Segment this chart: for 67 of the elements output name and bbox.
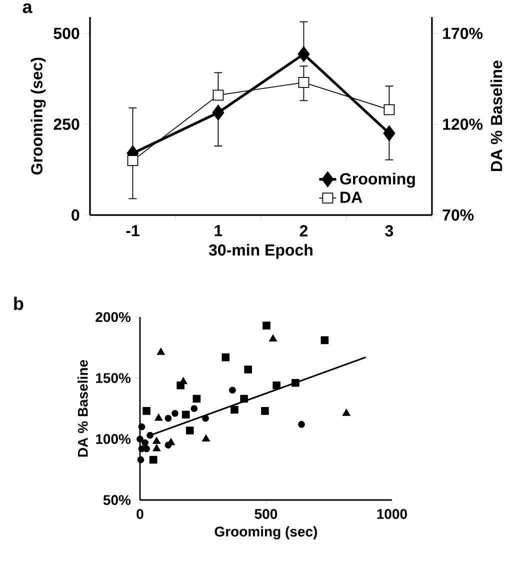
point — [138, 423, 146, 430]
x-tick-label: 1 — [214, 225, 222, 236]
point — [157, 348, 165, 355]
x-axis-title: Grooming (sec) — [214, 526, 318, 540]
point — [222, 353, 230, 362]
point — [190, 405, 198, 412]
point — [143, 445, 150, 452]
point — [142, 439, 149, 446]
point — [272, 381, 280, 390]
y-axis-title: DA % Baseline — [78, 360, 88, 457]
point — [142, 407, 150, 415]
legend-label: DA — [340, 192, 362, 203]
point — [127, 155, 138, 166]
point — [152, 437, 161, 444]
point — [192, 394, 201, 403]
point — [244, 366, 252, 374]
chart-title: b — [14, 296, 24, 310]
point — [342, 408, 350, 416]
chart-title: a — [22, 3, 32, 14]
point — [383, 126, 396, 141]
x-tick-label: 1000 — [377, 509, 407, 519]
point — [186, 426, 194, 434]
point — [384, 104, 395, 116]
point — [152, 444, 161, 452]
y-tick-label: 250 — [54, 118, 80, 130]
point — [320, 336, 329, 344]
y-axis-title: Grooming (sec) — [30, 58, 46, 175]
y2-tick-label: 170% — [443, 28, 483, 40]
point — [202, 434, 210, 442]
point — [149, 456, 158, 464]
y2-tick-label: 120% — [443, 118, 483, 130]
x-tick-label: 2 — [300, 225, 308, 236]
point — [146, 432, 154, 439]
point — [154, 414, 163, 421]
y2-tick-label: 70% — [442, 209, 474, 221]
point — [172, 410, 178, 417]
point — [137, 456, 144, 464]
point — [262, 322, 270, 330]
y-tick-label: 100% — [96, 434, 131, 444]
point — [202, 414, 209, 422]
point — [182, 410, 190, 419]
point — [298, 46, 310, 62]
point — [164, 414, 172, 422]
legend-label: Grooming — [340, 172, 415, 188]
point — [212, 90, 224, 101]
point — [261, 407, 269, 415]
point — [298, 77, 310, 88]
x-tick-label: 0 — [136, 509, 144, 519]
y-tick-label: 500 — [54, 28, 80, 40]
x-tick-label: 500 — [254, 509, 278, 519]
point — [136, 436, 144, 442]
y-tick-label: 50% — [103, 495, 131, 505]
point — [229, 386, 236, 394]
point — [240, 394, 248, 403]
point — [269, 334, 277, 342]
y-tick-label: 0 — [72, 209, 80, 221]
x-tick-label: -1 — [126, 225, 140, 236]
y-tick-label: 200% — [96, 312, 131, 322]
point — [298, 420, 305, 428]
y-tick-label: 150% — [96, 373, 131, 383]
point — [164, 442, 172, 449]
point — [292, 379, 300, 387]
x-axis-title: 30-min Epoch — [208, 244, 312, 259]
y2-axis-title: DA % Baseline — [490, 60, 502, 171]
point — [230, 406, 238, 414]
point — [212, 105, 224, 120]
x-tick-label: 3 — [385, 225, 394, 237]
